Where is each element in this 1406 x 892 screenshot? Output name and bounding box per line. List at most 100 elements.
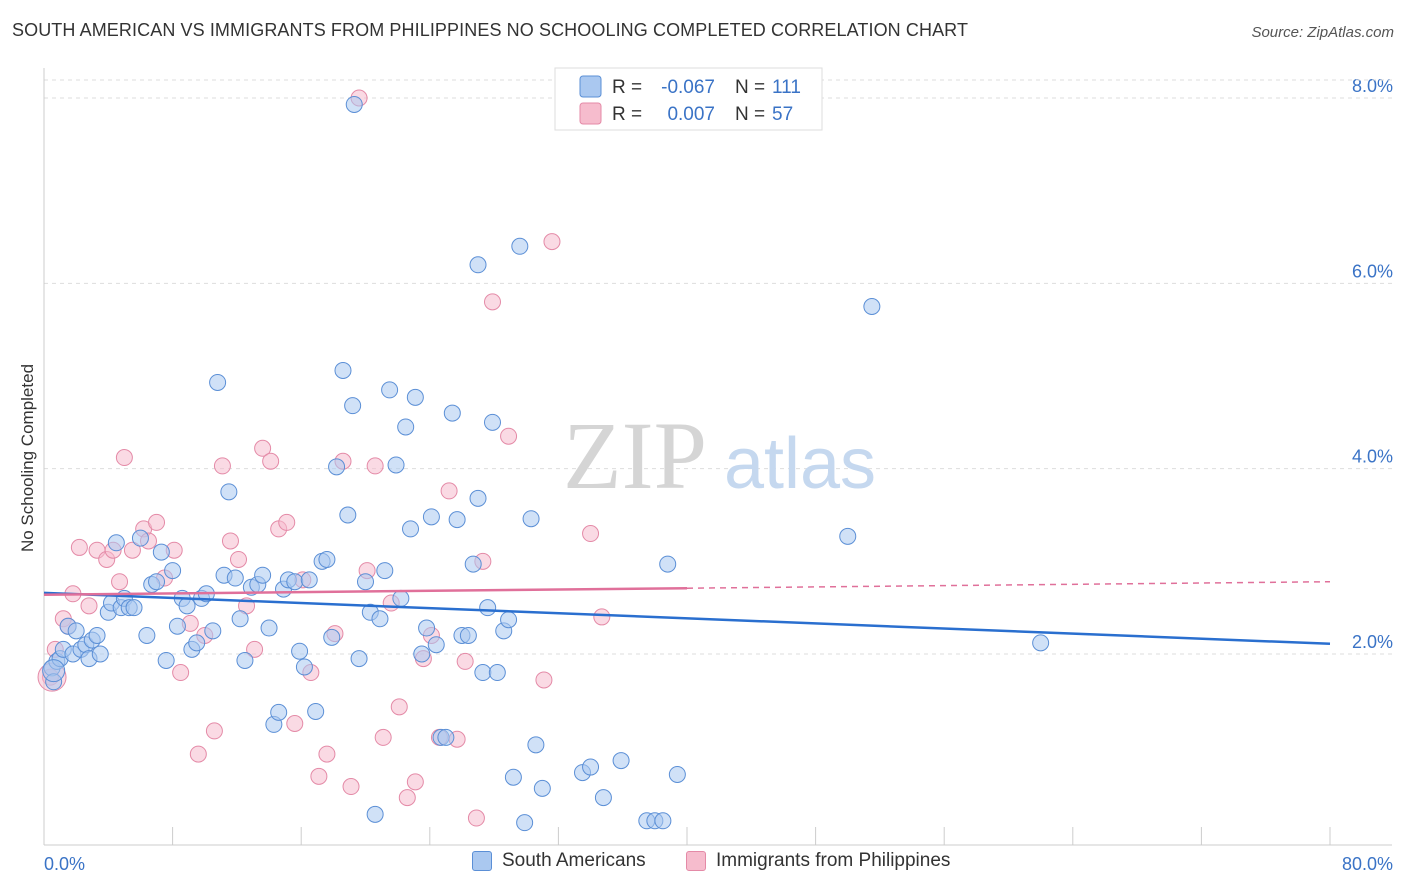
legend-swatch-pink [579,102,602,125]
legend-swatch-blue [579,75,602,98]
south-american-point [254,566,272,584]
south-american-point [291,642,309,660]
south-american-point [138,626,156,644]
legend-n-label-blue: N = [735,77,765,98]
south-american-point [334,361,352,379]
legend-r-label-blue: R = [612,77,642,98]
trend-lines [43,580,1331,646]
south-american-point [654,812,672,830]
philippines-point [246,640,264,658]
south-american-point [148,573,166,591]
south-american-point [387,456,405,474]
south-american-point [188,634,206,652]
axis-layer [43,68,1392,846]
philippines-point [172,664,190,682]
south-american-point [659,555,677,573]
philippines-point [254,439,272,457]
south-american-point [164,562,182,580]
philippines-point [456,652,474,670]
trend-line-south-americans [43,591,1331,646]
south-american-point [443,404,461,422]
south-american-point [469,256,487,274]
watermark-atlas: atlas [724,424,876,504]
source-label: Source: ZipAtlas.com [1251,24,1394,41]
south-american-point [371,610,389,628]
philippines-point [262,452,280,470]
south-american-point [318,550,336,568]
philippines-point [221,532,239,550]
south-american-point [668,765,686,783]
south-american-point [381,381,399,399]
south-american-point [500,611,518,629]
x-tick-label-max: 80.0% [1342,854,1393,874]
legend-n-value-blue: 111 [772,77,801,98]
philippines-point [483,293,501,311]
legend-r-label-pink: R = [612,104,642,125]
south-american-point [511,237,529,255]
south-american-point [392,589,410,607]
philippines-point [205,722,223,740]
south-american-point [220,483,238,501]
philippines-point [500,427,518,445]
legend-n-value-pink: 57 [772,104,793,125]
legend-item-philippines[interactable]: Immigrants from Philippines [686,850,950,872]
south-american-point [504,768,522,786]
south-american-point [295,658,313,676]
south-american-point [300,571,318,589]
y-tick-label: 2.0% [1352,632,1393,652]
south-american-point [839,527,857,545]
bottom-legend: South Americans Immigrants from Philippi… [0,850,1406,880]
legend-swatch-philippines [686,851,706,871]
grid-layer: 2.0% 4.0% 6.0% 8.0% [44,76,1393,655]
south-american-point [422,508,440,526]
south-american-point [270,703,288,721]
pink-points [37,89,611,827]
y-tick-label: 4.0% [1352,447,1393,467]
south-american-point [459,626,477,644]
south-american-point [152,543,170,561]
south-american-point [236,651,254,669]
south-american-point-cluster [42,659,66,683]
south-american-point [474,664,492,682]
philippines-point [390,698,408,716]
south-american-point [483,413,501,431]
chart-title: SOUTH AMERICAN VS IMMIGRANTS FROM PHILIP… [12,20,969,40]
philippines-point [593,608,611,626]
philippines-point [398,789,416,807]
south-american-point [357,573,374,591]
philippines-point [535,671,553,689]
south-american-point [209,373,227,391]
south-american-point [427,636,445,654]
legend-item-south-americans[interactable]: South Americans [472,850,646,872]
south-american-point [339,506,357,524]
legend-label-south-americans: South Americans [502,850,646,871]
south-american-point [397,418,415,436]
trend-line-philippines [43,586,688,596]
philippines-point [148,513,166,531]
south-american-point [345,95,363,113]
south-american-point [91,645,109,663]
south-american-point [516,814,534,832]
legend-label-philippines: Immigrants from Philippines [716,850,951,871]
south-american-point [406,388,424,406]
south-american-point [204,622,222,640]
top-legend: R = -0.067 N = 111 R = 0.007 N = 57 [554,67,823,131]
south-american-point [286,573,304,591]
south-american-point [1032,634,1050,652]
philippines-point [80,597,98,615]
watermark-zip: ZIP [563,402,707,509]
south-american-point [464,555,482,573]
philippines-point [115,449,133,467]
south-american-point [522,510,540,528]
south-american-point [469,489,487,507]
south-american-point [533,779,551,797]
philippines-point [286,715,304,732]
trend-line-philippines-extension [686,580,1331,589]
legend-n-label-pink: N = [735,104,765,125]
blue-points [42,95,1050,832]
philippines-point [374,728,392,746]
south-american-point [527,736,545,754]
philippines-point [406,773,424,791]
south-american-point [88,626,106,644]
